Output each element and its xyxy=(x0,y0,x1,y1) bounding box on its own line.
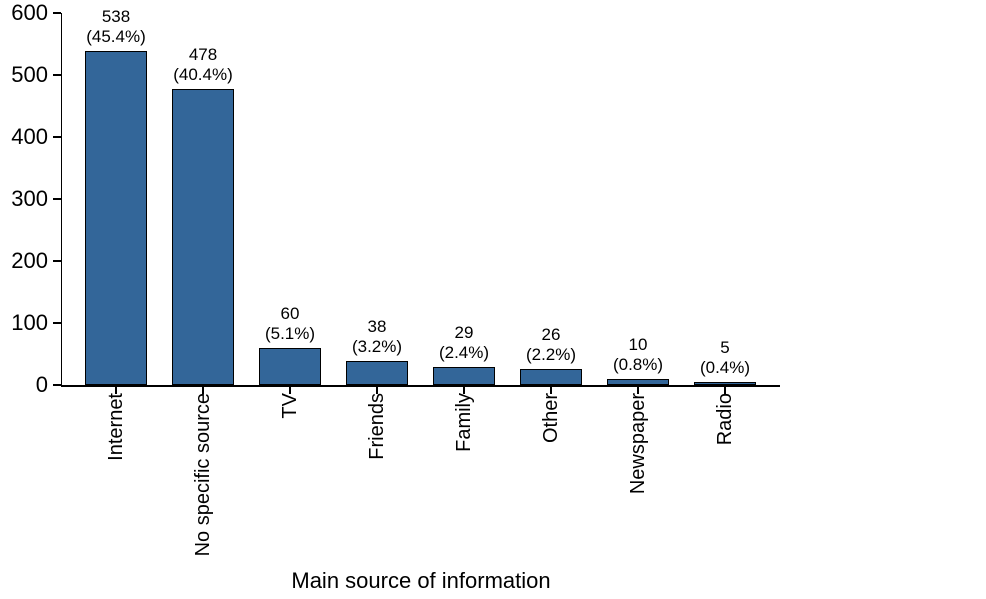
bar-family xyxy=(433,367,495,385)
x-axis-title: Main source of information xyxy=(291,568,551,593)
bar-value-label: 29 (2.4%) xyxy=(394,323,534,363)
y-tick-mark xyxy=(52,384,61,386)
bar-value-label: 60 (5.1%) xyxy=(220,304,360,344)
y-tick-label: 400 xyxy=(11,124,48,149)
x-category-label: Radio xyxy=(714,393,736,446)
bar-percent: (5.1%) xyxy=(264,324,316,343)
x-category-label: Family xyxy=(453,393,475,452)
y-tick-label: 600 xyxy=(11,0,48,25)
x-tick-mark xyxy=(202,386,204,394)
y-tick-mark xyxy=(52,136,61,138)
y-tick-mark xyxy=(52,198,61,200)
bar-internet xyxy=(85,51,147,385)
y-tick-label: 300 xyxy=(11,186,48,211)
y-axis xyxy=(60,13,62,387)
y-tick-mark xyxy=(52,12,61,14)
bar-value-label: 26 (2.2%) xyxy=(481,325,621,365)
bar-count: 29 xyxy=(454,323,474,342)
bar-friends xyxy=(346,361,408,385)
x-category-label: Friends xyxy=(366,393,388,460)
bar-value-label: 538 (45.4%) xyxy=(46,7,186,47)
x-category-label: Other xyxy=(540,393,562,444)
bar-value-label: 38 (3.2%) xyxy=(307,317,447,357)
bar-newspaper xyxy=(607,379,669,385)
bar-percent: (45.4%) xyxy=(86,27,146,46)
bar-percent: (40.4%) xyxy=(173,65,233,84)
bar-count: 5 xyxy=(720,338,730,357)
bar-percent: (2.2%) xyxy=(525,345,577,364)
x-tick-mark xyxy=(724,386,726,394)
bar-count: 10 xyxy=(628,335,648,354)
x-tick-mark xyxy=(376,386,378,394)
bar-percent: (0.4%) xyxy=(699,358,751,377)
y-tick-label: 100 xyxy=(11,310,48,335)
bar-count: 26 xyxy=(541,325,561,344)
bar-count: 60 xyxy=(280,304,300,323)
bar-other xyxy=(520,369,582,385)
bar-value-label: 10 (0.8%) xyxy=(568,335,708,375)
bar-value-label: 5 (0.4%) xyxy=(655,338,795,378)
x-tick-mark xyxy=(550,386,552,394)
bar-percent: (3.2%) xyxy=(351,337,403,356)
y-tick-mark xyxy=(52,74,61,76)
x-tick-mark xyxy=(463,386,465,394)
x-axis xyxy=(60,385,780,387)
bar-value-label: 478 (40.4%) xyxy=(133,45,273,85)
bar-percent: (2.4%) xyxy=(438,343,490,362)
x-category-label: Newspaper xyxy=(627,393,649,495)
y-tick-mark xyxy=(52,260,61,262)
y-tick-label: 0 xyxy=(35,372,48,397)
y-tick-label: 200 xyxy=(11,248,48,273)
y-tick-label: 500 xyxy=(11,62,48,87)
x-category-label: Internet xyxy=(105,393,127,461)
bar-percent: (0.8%) xyxy=(612,355,664,374)
bar-count: 538 xyxy=(101,7,131,26)
x-tick-mark xyxy=(637,386,639,394)
bar-count: 38 xyxy=(367,317,387,336)
x-tick-mark xyxy=(115,386,117,394)
bar-tv xyxy=(259,348,321,385)
bar-no-specific-source xyxy=(172,89,234,385)
x-category-label: No specific source xyxy=(192,393,214,557)
x-category-label: TV xyxy=(279,393,301,419)
bar-count: 478 xyxy=(188,45,218,64)
y-tick-mark xyxy=(52,322,61,324)
bar-radio xyxy=(694,382,756,385)
x-tick-mark xyxy=(289,386,291,394)
